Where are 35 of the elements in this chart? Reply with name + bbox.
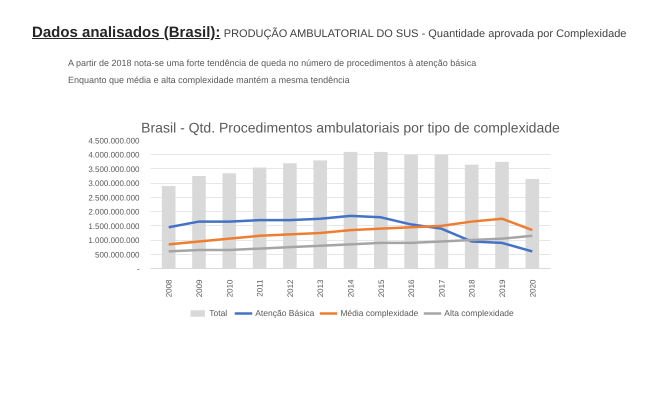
x-tick-label: 2020 [528, 278, 538, 298]
x-tick-label: 2012 [286, 278, 295, 298]
y-tick-label: 3.000.000.000 [88, 179, 140, 188]
text: A partir de 2018 nota-se uma forte tendência de queda no número de procedimentos à atenção básica [68, 57, 478, 70]
legend-label: Alta complexidade [444, 308, 514, 318]
x-tick-label: 2015 [376, 278, 386, 298]
x-tick-label: 2010 [225, 278, 234, 298]
y-tick-label: - [136, 264, 140, 274]
y-tick-label: 1.000.000.000 [88, 236, 140, 246]
legend-label: Total [209, 308, 228, 318]
x-tick-label: 2013 [316, 278, 326, 298]
text: PRODUÇÃO AMBULATORIAL DO SUS - Quantidade aprovada por Complexidade [224, 28, 626, 40]
x-tick-label: 2019 [498, 278, 508, 298]
line-series [167, 234, 534, 253]
text: Enquanto que média e alta complexidade mantém a mesma tendência [68, 74, 351, 88]
x-tick-label: 2011 [256, 278, 265, 297]
y-tick-label: 500.000.000 [95, 250, 140, 260]
line-series [167, 214, 534, 253]
x-tick-label: 2008 [164, 278, 174, 298]
chart-title: Brasil - Qtd. Procedimentos ambulatoriais por tipo de complexidade [141, 120, 560, 136]
legend-label: Média complexidade [340, 308, 418, 318]
x-tick-label: 2016 [407, 278, 416, 298]
y-tick-label: 4.500.000.000 [88, 136, 140, 146]
x-tick-label: 2009 [194, 278, 204, 298]
y-tick-label: 4.000.000.000 [88, 150, 140, 160]
x-tick-label: 2018 [468, 278, 477, 298]
line-series [167, 217, 534, 246]
x-tick-label: 2017 [437, 278, 446, 298]
x-tick-label: 2014 [346, 278, 356, 298]
text: Dados analisados (Brasil): [32, 24, 220, 41]
y-tick-label: 1.500.000.000 [88, 222, 140, 231]
y-tick-label: 2.000.000.000 [88, 208, 140, 217]
y-tick-label: 2.500.000.000 [88, 193, 140, 202]
y-tick-label: 3.500.000.000 [88, 164, 140, 174]
legend-label: Atenção Básica [255, 308, 314, 318]
